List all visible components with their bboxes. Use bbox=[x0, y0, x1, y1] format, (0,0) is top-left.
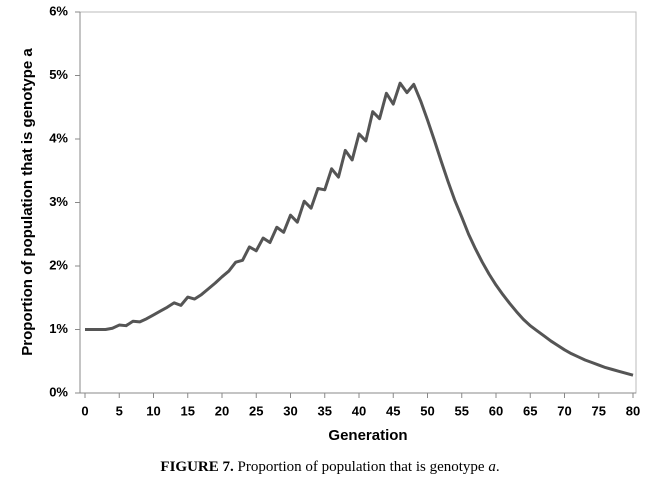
y-axis-title: Proportion of population that is genotyp… bbox=[19, 48, 36, 356]
x-tick-label: 25 bbox=[249, 403, 263, 418]
x-tick-label: 80 bbox=[626, 403, 640, 418]
x-tick-label: 0 bbox=[81, 403, 88, 418]
caption-italic: a bbox=[488, 459, 496, 475]
x-tick-label: 45 bbox=[386, 403, 400, 418]
y-tick-label: 3% bbox=[49, 194, 68, 209]
y-tick-label: 2% bbox=[49, 257, 68, 272]
x-tick-label: 75 bbox=[592, 403, 606, 418]
x-tick-label: 5 bbox=[116, 403, 123, 418]
plot-frame bbox=[79, 11, 637, 394]
x-tick-label: 65 bbox=[523, 403, 537, 418]
data-line bbox=[85, 81, 634, 377]
caption-label: FIGURE 7. bbox=[160, 459, 234, 475]
x-tick-label: 20 bbox=[215, 403, 229, 418]
y-tick-label: 1% bbox=[49, 321, 68, 336]
x-tick-label: 10 bbox=[146, 403, 160, 418]
y-tick-label: 4% bbox=[49, 130, 68, 145]
x-tick-label: 50 bbox=[420, 403, 434, 418]
x-tick-label: 40 bbox=[352, 403, 366, 418]
caption-text: Proportion of population that is genotyp… bbox=[238, 459, 489, 475]
y-tick-label: 6% bbox=[49, 3, 68, 18]
caption-end: . bbox=[496, 459, 500, 475]
x-tick-label: 15 bbox=[181, 403, 195, 418]
x-tick-label: 35 bbox=[318, 403, 332, 418]
y-tick-label: 5% bbox=[49, 67, 68, 82]
y-tick-label: 0% bbox=[49, 384, 68, 399]
x-tick-label: 30 bbox=[283, 403, 297, 418]
caption: FIGURE 7. Proportion of population that … bbox=[160, 459, 499, 475]
x-tick-label: 55 bbox=[455, 403, 469, 418]
x-tick-label: 60 bbox=[489, 403, 503, 418]
x-axis-title: Generation bbox=[328, 427, 407, 444]
x-tick-label: 70 bbox=[557, 403, 571, 418]
